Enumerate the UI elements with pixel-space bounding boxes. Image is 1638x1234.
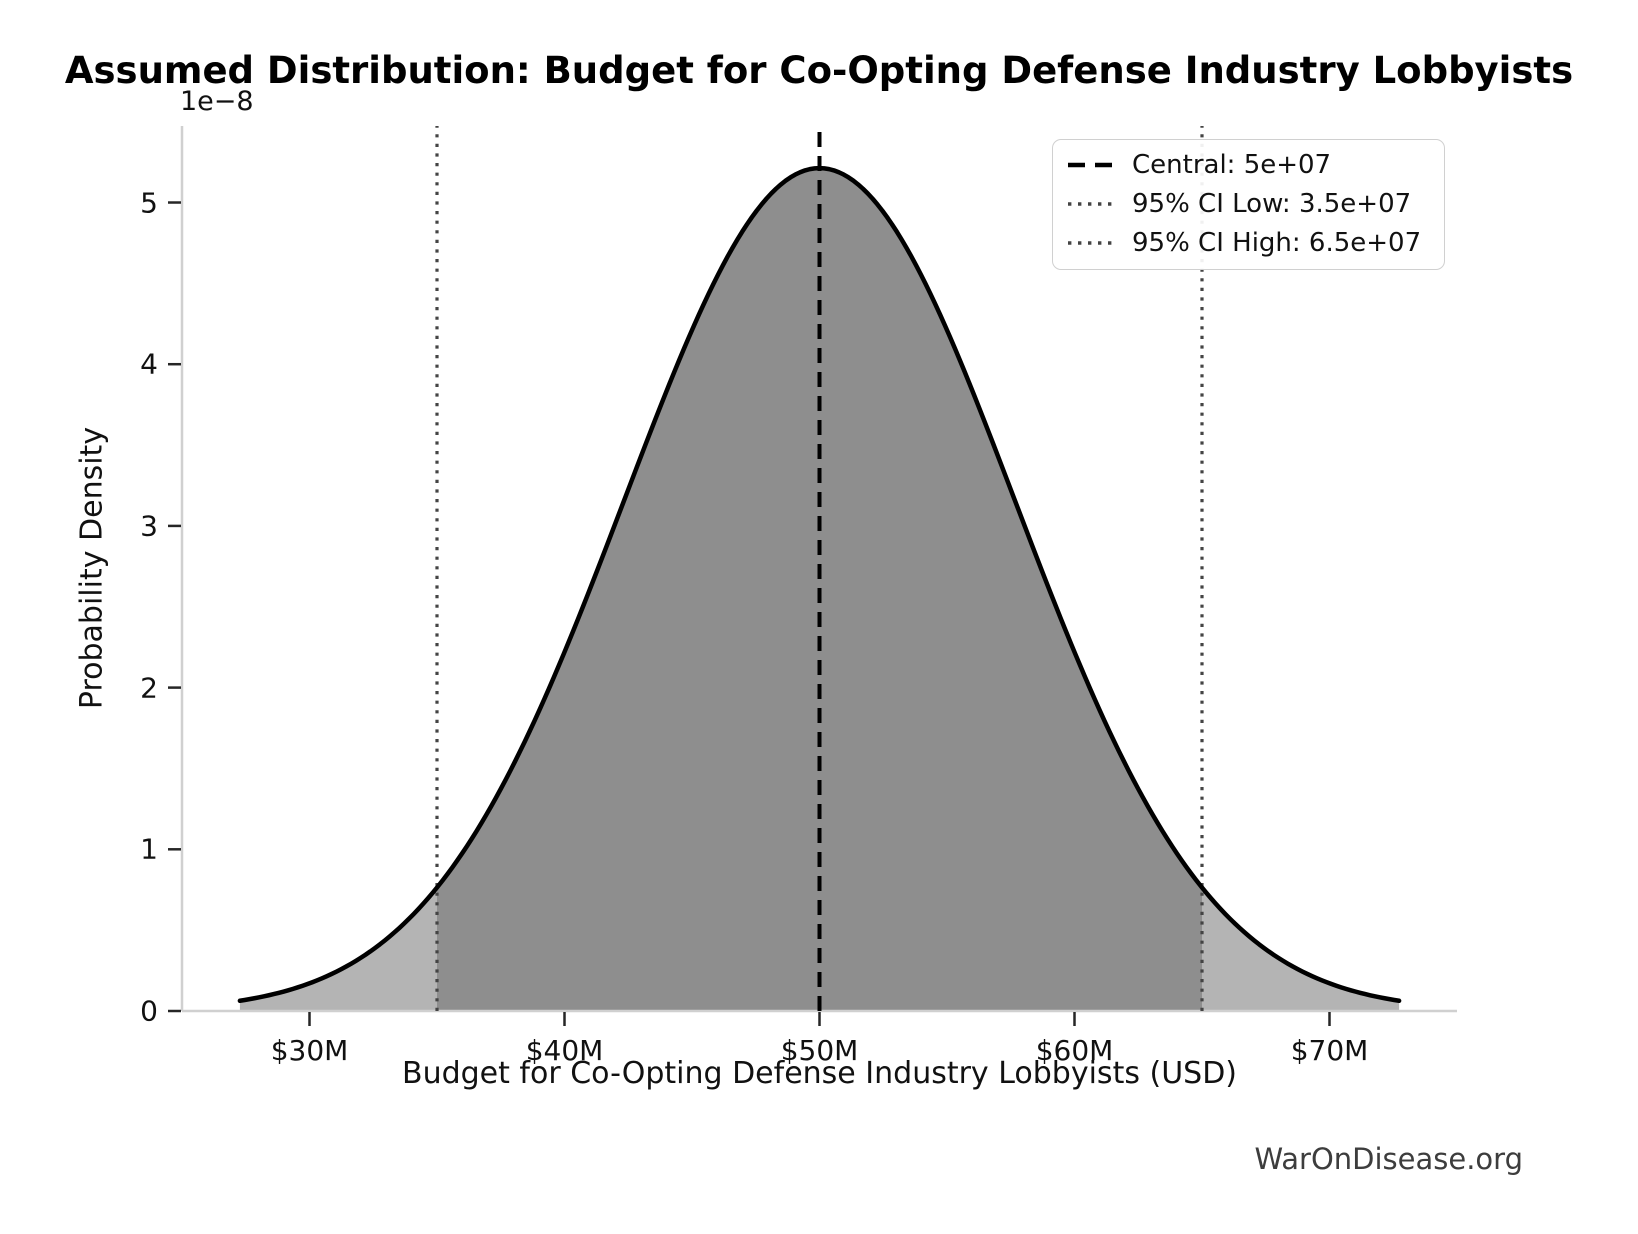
legend-box: Central: 5e+07 95% CI Low: 3.5e+07 95% CI … [1052,139,1445,270]
legend-item: 95% CI High: 6.5e+07 [1067,223,1430,262]
dashed-line-sample [1068,162,1116,167]
legend-label: 95% CI Low: 3.5e+07 [1132,188,1412,219]
legend-item: 95% CI Low: 3.5e+07 [1067,184,1430,223]
dotted-line-sample [1068,240,1116,245]
legend-label: 95% CI High: 6.5e+07 [1132,227,1422,258]
legend-label: Central: 5e+07 [1132,149,1332,180]
legend-item: Central: 5e+07 [1067,145,1430,184]
density-curve [237,165,1402,1004]
dotted-line-sample [1068,201,1116,206]
